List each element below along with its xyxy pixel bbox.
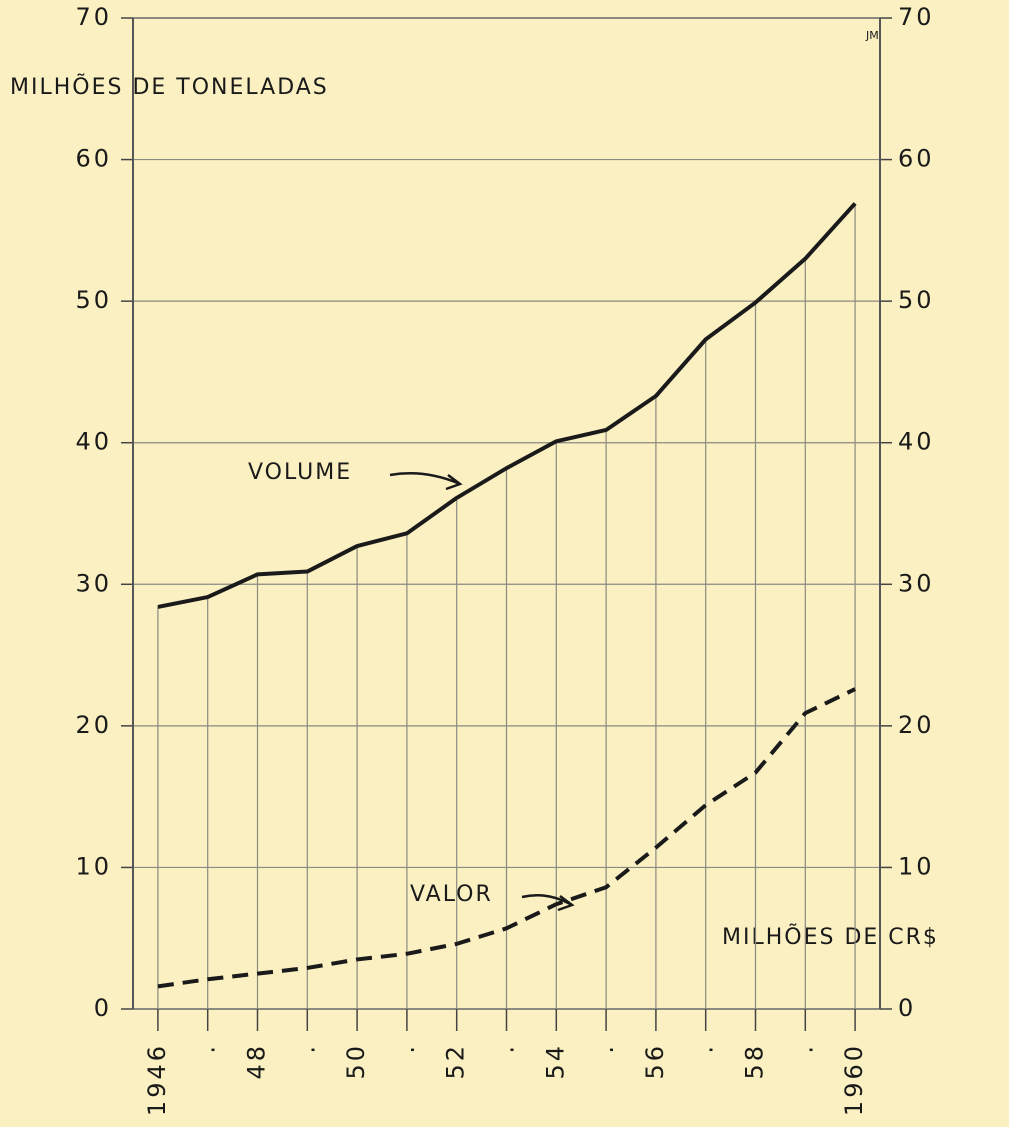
y2-tick-label: 50 bbox=[898, 286, 935, 314]
y2-tick-label: 60 bbox=[898, 145, 935, 173]
series-label: VALOR bbox=[410, 882, 493, 907]
y-tick-label: 30 bbox=[75, 569, 112, 597]
y2-tick-label: 30 bbox=[898, 569, 935, 597]
y-tick-label: 0 bbox=[94, 994, 112, 1022]
x-tick-label: . bbox=[591, 1043, 619, 1054]
y-tick-label: 40 bbox=[75, 428, 112, 456]
y-tick-label: 10 bbox=[75, 852, 112, 880]
y2-tick-label: 20 bbox=[898, 711, 935, 739]
x-tick-label: 1946 bbox=[143, 1043, 171, 1116]
x-tick-label: 48 bbox=[243, 1043, 271, 1080]
y-tick-label: 60 bbox=[75, 145, 112, 173]
y2-tick-label: 40 bbox=[898, 428, 935, 456]
series-line bbox=[157, 687, 856, 989]
y-axis-label: MILHÕES DE TONELADAS bbox=[10, 73, 329, 100]
x-tick-label: . bbox=[691, 1043, 719, 1054]
label-arrow-head bbox=[557, 895, 575, 912]
label-arrow bbox=[389, 472, 461, 486]
series-label: VOLUME bbox=[248, 460, 352, 485]
x-tick-label: 1960 bbox=[840, 1043, 868, 1116]
y2-tick-label: 10 bbox=[898, 852, 935, 880]
x-tick-label: . bbox=[492, 1043, 520, 1054]
y-tick-label: 50 bbox=[75, 286, 112, 314]
x-tick-label: 50 bbox=[342, 1043, 370, 1080]
y2-axis-label: MILHÕES DE CR$ bbox=[722, 923, 939, 950]
x-tick-label: . bbox=[790, 1043, 818, 1054]
label-arrow-head bbox=[445, 474, 463, 491]
x-tick-label: 52 bbox=[442, 1043, 470, 1080]
x-tick-label: . bbox=[292, 1043, 320, 1054]
y-tick-label: 20 bbox=[75, 711, 112, 739]
x-tick-label: 56 bbox=[641, 1043, 669, 1080]
x-tick-label: 54 bbox=[541, 1043, 569, 1080]
x-tick-label: 58 bbox=[741, 1043, 769, 1080]
y2-tick-label: 70 bbox=[898, 3, 935, 31]
series-line bbox=[157, 202, 857, 609]
y2-tick-label: 0 bbox=[898, 994, 916, 1022]
signature: JM bbox=[865, 29, 879, 42]
x-tick-label: . bbox=[193, 1043, 221, 1054]
y-tick-label: 70 bbox=[75, 3, 112, 31]
x-tick-label: . bbox=[392, 1043, 420, 1054]
